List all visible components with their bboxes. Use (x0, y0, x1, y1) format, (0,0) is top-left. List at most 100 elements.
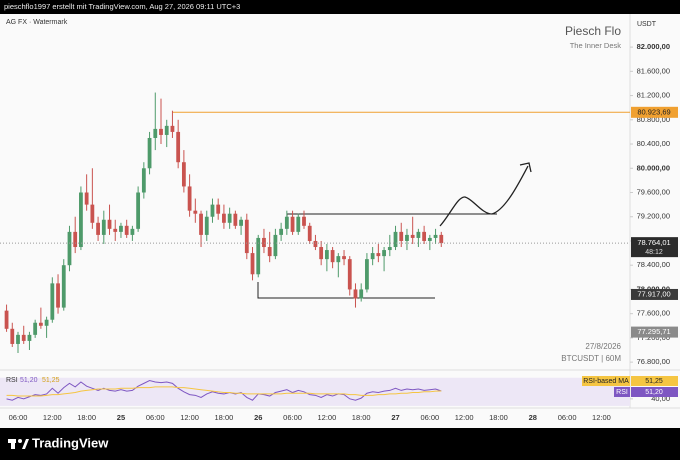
x-tick-label: 12:00 (592, 413, 611, 422)
candle-body (79, 192, 83, 248)
rsi-title: RSI (6, 377, 18, 384)
y-tick-label: 78.000,00 (637, 284, 670, 293)
candle-body (61, 265, 66, 308)
x-tick-label: 25 (117, 413, 125, 422)
y-tick-label: 78.400,00 (637, 260, 670, 269)
candle-body (307, 225, 312, 241)
rsi-name: RSI (616, 389, 628, 396)
x-tick-label: 06:00 (9, 413, 28, 422)
candle-body (273, 234, 278, 257)
candle-body (370, 253, 375, 260)
candle-body (410, 234, 415, 238)
y-tick-label: 81.200,00 (637, 91, 670, 100)
x-tick-label: 28 (529, 413, 537, 422)
candle-body (113, 228, 118, 232)
candle-body (302, 216, 306, 226)
rsi-line (6, 380, 442, 401)
candle-body (416, 231, 421, 238)
candle-body (90, 204, 95, 223)
candle-body (153, 128, 158, 138)
rsi-line (6, 386, 442, 397)
ma-value-tag (631, 376, 678, 386)
y-tick-label: 80.800,00 (637, 115, 670, 124)
symbol: BTCUSDT | 60M (561, 354, 621, 363)
candle-body (342, 256, 346, 260)
x-tick-label: 06:00 (283, 413, 302, 422)
y-tick-label: 81.600,00 (637, 66, 670, 75)
candle-body (147, 137, 152, 169)
footer-brand: TradingView (32, 435, 109, 450)
y-tick-label: 80.400,00 (637, 139, 670, 148)
y-tick-label: 77.600,00 (637, 309, 670, 318)
candle-body (84, 192, 89, 205)
ma-name-tag (582, 376, 630, 386)
candle-body (290, 216, 295, 232)
logo (8, 439, 29, 449)
candle-body (181, 162, 186, 187)
candle-body (204, 216, 209, 235)
candle-body (10, 328, 15, 344)
rsi-tick-label: 40,00 (651, 394, 670, 403)
candle-body (136, 192, 141, 229)
candle-body (439, 234, 444, 244)
x-tick-label: 18:00 (489, 413, 508, 422)
date-label: 27/8/2026 (585, 342, 621, 351)
y-tick-label: 80.000,00 (637, 163, 670, 172)
logo-part (11, 439, 15, 449)
candle-body (96, 222, 100, 235)
price-line-label: 80.923,69 (637, 107, 670, 116)
x-tick-label: 12:00 (455, 413, 474, 422)
x-tick-label: 27 (391, 413, 399, 422)
candle-body (170, 125, 175, 132)
range-bottom (257, 282, 435, 299)
candle-body (119, 225, 123, 232)
candle-body (324, 250, 329, 260)
logo-part (22, 439, 29, 449)
candle-body (73, 231, 78, 248)
candle-body (44, 319, 49, 326)
header: pieschflo1997 erstellt mit TradingView.c… (4, 2, 240, 11)
candle-body (233, 213, 238, 226)
candle-body (376, 253, 381, 257)
x-tick-label: 12:00 (43, 413, 62, 422)
candle-body (187, 186, 192, 211)
candle-body (347, 259, 352, 290)
candle-body (262, 237, 266, 248)
candle-body (256, 237, 261, 275)
y-tick-label: 79.600,00 (637, 187, 670, 196)
rsi-value-tag (631, 387, 678, 397)
x-tick-label: 06:00 (420, 413, 439, 422)
x-tick-label: 12:00 (317, 413, 336, 422)
candle-body (141, 168, 146, 193)
price-line-tag (631, 106, 678, 118)
candle-body (365, 259, 369, 290)
last-price-tag (631, 237, 678, 258)
candle-body (399, 231, 404, 241)
candle-body (239, 219, 243, 226)
countdown: 48:12 (645, 249, 663, 256)
candle-body (124, 225, 129, 235)
candle-body (353, 289, 358, 299)
candle-body (244, 219, 249, 254)
price-tag (631, 326, 678, 338)
candle-body (284, 216, 289, 229)
rsi-value-label: 51,20 (645, 389, 663, 396)
candle-body (21, 334, 26, 341)
candle-body (336, 256, 341, 263)
brand-title: Piesch Flo (565, 24, 621, 38)
x-tick-label: 18:00 (352, 413, 371, 422)
candle-body (176, 131, 181, 163)
candle-body (405, 234, 409, 241)
candle-body (101, 219, 106, 235)
candle-body (107, 219, 112, 229)
candle-body (56, 283, 60, 308)
candle-body (359, 289, 364, 299)
candle-body (250, 253, 255, 275)
y-tick-label: 79.200,00 (637, 212, 670, 221)
y-tick-label: 82.000,00 (637, 42, 670, 51)
forecast-arrow (439, 165, 529, 227)
candle-body (159, 128, 163, 135)
candle-body (50, 283, 55, 320)
candle-body (193, 210, 198, 214)
